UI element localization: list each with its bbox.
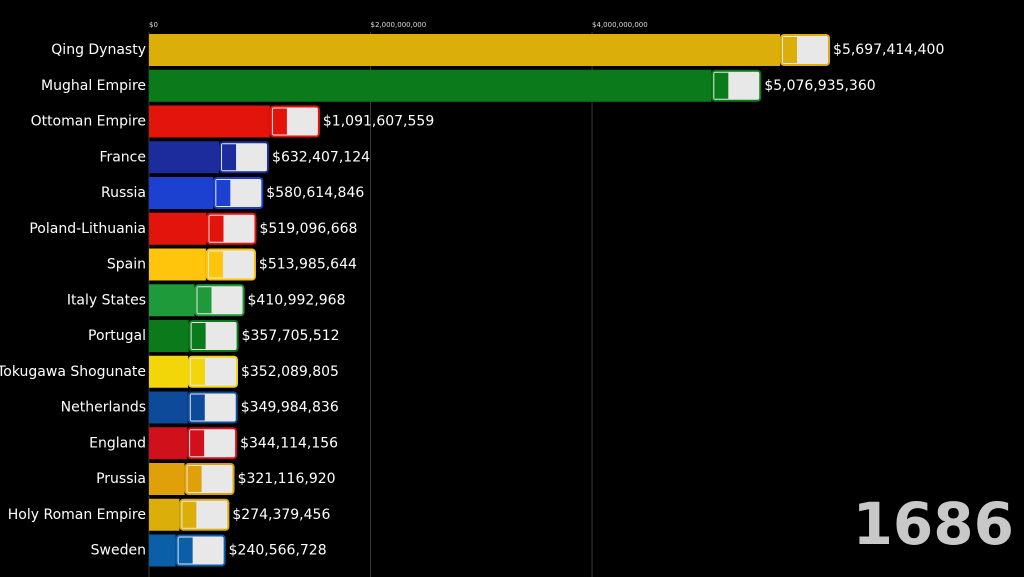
category-label: England <box>89 435 146 451</box>
flag-stripe <box>190 430 205 457</box>
bar <box>149 105 270 138</box>
flag-stripe <box>783 37 798 63</box>
bar <box>149 69 712 102</box>
bar <box>149 248 206 281</box>
category-label: Tokugawa Shogunate <box>0 364 146 380</box>
category-label: Qing Dynasty <box>51 42 146 58</box>
flag-stripe <box>216 180 231 206</box>
flag-stripe <box>209 215 224 242</box>
flag-stripe <box>714 72 729 99</box>
value-label: $357,705,512 <box>242 328 340 344</box>
category-label: Russia <box>101 185 146 201</box>
value-label: $632,407,124 <box>272 149 370 165</box>
value-label: $240,566,728 <box>229 543 327 559</box>
category-label: Prussia <box>96 471 146 487</box>
value-label: $580,614,846 <box>266 185 364 201</box>
category-label: Holy Roman Empire <box>8 507 146 523</box>
flag-stripe <box>178 537 193 564</box>
value-label: $5,076,935,360 <box>764 78 875 94</box>
x-tick-label: $0 <box>149 21 158 29</box>
flag-stripe <box>222 144 237 171</box>
bar <box>149 177 214 209</box>
flag-stripe <box>208 251 223 278</box>
category-label: Spain <box>107 257 146 273</box>
category-label: Italy States <box>67 292 146 308</box>
value-label: $410,992,968 <box>248 292 346 308</box>
flag-stripe <box>187 466 202 492</box>
flag-stripe <box>190 358 205 385</box>
value-label: $352,089,805 <box>241 364 339 380</box>
flag-stripe <box>272 108 287 135</box>
category-label: Poland-Lithuania <box>29 221 146 237</box>
bar <box>149 34 781 66</box>
flag-stripe <box>182 501 197 528</box>
value-label: $344,114,156 <box>240 435 338 451</box>
bar <box>149 534 176 567</box>
bar <box>149 320 189 352</box>
value-label: $1,091,607,559 <box>323 114 434 130</box>
x-tick-label: $4,000,000,000 <box>592 21 648 29</box>
bar <box>149 284 195 317</box>
category-label: Ottoman Empire <box>31 114 146 130</box>
bar <box>149 141 220 174</box>
flag-stripe <box>190 394 205 421</box>
bar <box>149 355 188 388</box>
category-label: Netherlands <box>61 400 146 416</box>
bar <box>149 463 185 495</box>
flag-stripe <box>197 287 212 314</box>
bar <box>149 212 207 245</box>
value-label: $5,697,414,400 <box>833 42 944 58</box>
category-label: Sweden <box>91 543 146 559</box>
category-label: Mughal Empire <box>41 78 146 94</box>
bar <box>149 391 188 424</box>
value-label: $274,379,456 <box>232 507 330 523</box>
year-label: 1686 <box>853 490 1014 558</box>
bar <box>149 427 188 460</box>
value-label: $519,096,668 <box>259 221 357 237</box>
category-label: France <box>99 149 146 165</box>
bar <box>149 498 180 531</box>
x-tick-label: $2,000,000,000 <box>371 21 427 29</box>
value-label: $513,985,644 <box>259 257 357 273</box>
flag-stripe <box>191 323 206 349</box>
value-label: $321,116,920 <box>238 471 336 487</box>
category-label: Portugal <box>88 328 146 344</box>
value-label: $349,984,836 <box>241 400 339 416</box>
